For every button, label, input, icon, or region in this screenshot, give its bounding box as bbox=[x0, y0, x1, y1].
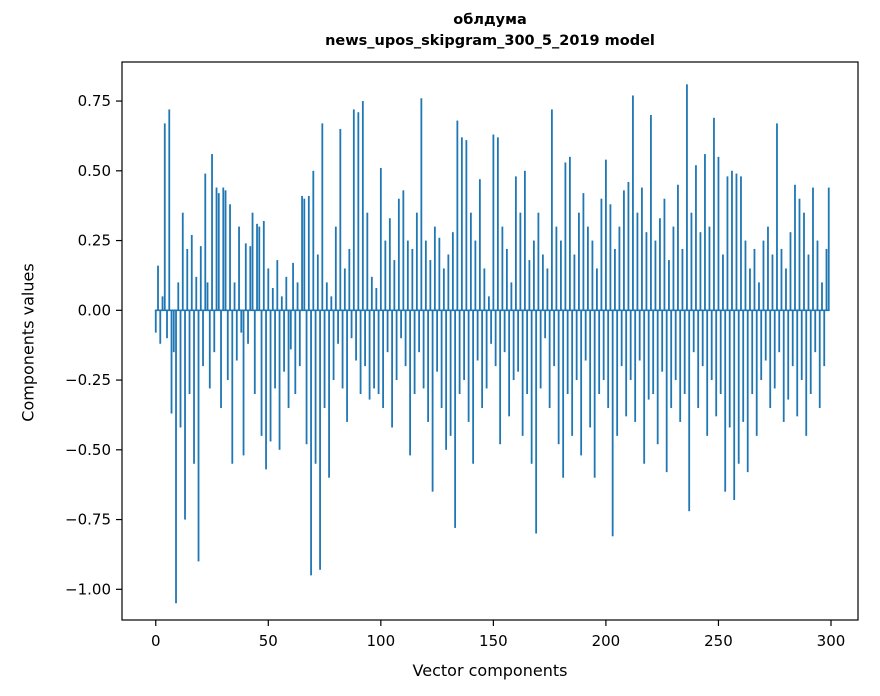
svg-text:0: 0 bbox=[151, 632, 161, 650]
axes bbox=[121, 61, 859, 621]
svg-text:−0.75: −0.75 bbox=[65, 511, 111, 529]
svg-text:0.75: 0.75 bbox=[78, 92, 111, 110]
svg-text:0.00: 0.00 bbox=[78, 301, 111, 319]
chart-title: облдума news_upos_skipgram_300_5_2019 mo… bbox=[122, 10, 858, 52]
svg-text:250: 250 bbox=[704, 632, 733, 650]
svg-text:50: 50 bbox=[259, 632, 278, 650]
svg-text:−1.00: −1.00 bbox=[65, 580, 111, 598]
svg-text:−0.25: −0.25 bbox=[65, 371, 111, 389]
x-axis-label: Vector components bbox=[412, 661, 568, 680]
tick-labels: 0 50 100 150 200 250 300 −1.00 −0.75 −0.50 −0.25 0.… bbox=[65, 92, 845, 650]
svg-text:0.25: 0.25 bbox=[78, 232, 111, 250]
chart-title-word: облдума bbox=[453, 12, 527, 28]
svg-text:300: 300 bbox=[817, 632, 846, 650]
y-axis-label: Components values bbox=[18, 263, 38, 422]
svg-text:100: 100 bbox=[367, 632, 396, 650]
bar-series bbox=[154, 84, 830, 604]
tick-marks bbox=[116, 100, 832, 626]
svg-text:0.50: 0.50 bbox=[78, 162, 111, 180]
svg-text:150: 150 bbox=[479, 632, 508, 650]
svg-text:−0.50: −0.50 bbox=[65, 441, 111, 459]
chart-title-model: news_upos_skipgram_300_5_2019 model bbox=[325, 33, 655, 49]
svg-text:200: 200 bbox=[592, 632, 621, 650]
